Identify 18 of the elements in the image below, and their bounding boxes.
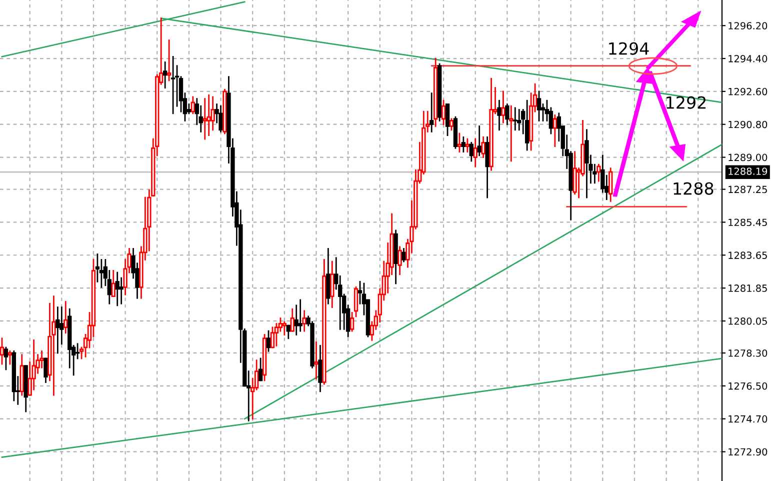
y-tick-label: 1290.80 [728,120,768,128]
ref-line-label: 1288.19 [728,168,768,175]
y-tick-label: 1280.05 [728,317,767,325]
y-tick-label: 1289.00 [728,154,768,162]
y-tick-label: 1285.45 [728,218,767,226]
annotation: 1294 [609,42,649,55]
y-tick-label: 1272.90 [728,448,768,456]
y-tick-label: 1283.65 [728,252,767,259]
y-tick-label: 1281.85 [728,284,767,292]
y-tick-label: 1287.25 [728,186,767,194]
annotation: 1292 [666,96,706,109]
annotation: 1288 [674,182,714,195]
y-tick-label: 1274.70 [728,415,768,423]
y-tick-label: 1278.30 [728,349,768,357]
y-tick-label: 1296.20 [728,22,768,30]
y-tick-label: 1292.60 [728,88,768,96]
y-tick-label: 1294.40 [728,55,768,62]
y-tick-label: 1276.50 [728,382,768,390]
